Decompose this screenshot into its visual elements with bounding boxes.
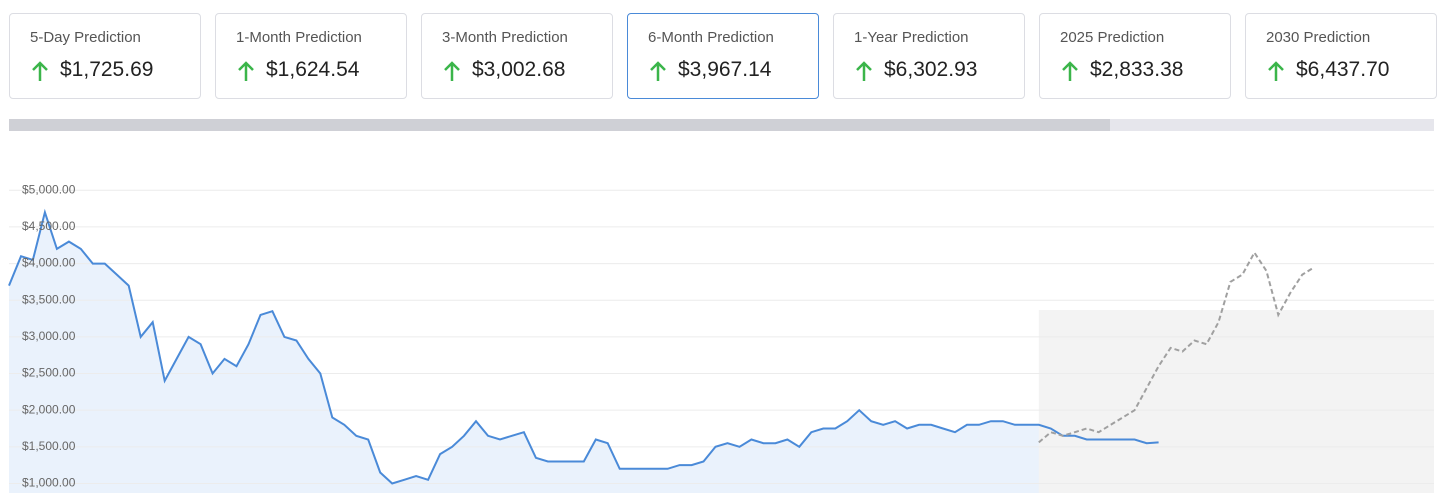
card-value: $6,437.70 xyxy=(1296,58,1390,81)
prediction-cards: 5-Day Prediction $1,725.69 1-Month Predict… xyxy=(9,13,1442,101)
prediction-card[interactable]: 2030 Prediction $6,437.70 xyxy=(1245,13,1437,99)
card-label: 2030 Prediction xyxy=(1266,29,1371,46)
y-tick-label: $3,500.00 xyxy=(22,292,76,306)
y-tick-label: $2,500.00 xyxy=(22,366,76,380)
up-arrow xyxy=(32,61,48,81)
up-arrow xyxy=(1268,61,1284,81)
y-tick-label: $5,000.00 xyxy=(22,182,76,196)
card-label: 5-Day Prediction xyxy=(30,29,141,46)
areas xyxy=(9,212,1434,493)
prediction-line xyxy=(1038,250,1315,444)
prediction-card[interactable]: 3-Month Prediction $3,002.68 xyxy=(421,13,613,99)
prediction-card[interactable]: 6-Month Prediction $3,967.14 xyxy=(627,13,819,99)
y-tick-label: $4,500.00 xyxy=(22,219,76,233)
card-value: $1,725.69 xyxy=(60,58,154,81)
y-tick-label: $1,000.00 xyxy=(22,476,76,490)
history-area xyxy=(9,212,1159,493)
card-value: $2,833.38 xyxy=(1090,58,1184,81)
up-arrow xyxy=(1062,61,1078,81)
prediction-card[interactable]: 1-Month Prediction $1,624.54 xyxy=(215,13,407,99)
card-label: 6-Month Prediction xyxy=(648,29,774,46)
card-label: 1-Year Prediction xyxy=(854,29,969,46)
chart: $1,000.00 $1,500.00 $2,000.00 $2,500.00 $3,0… xyxy=(8,182,1434,493)
card-value: $3,002.68 xyxy=(472,58,566,81)
prediction-card[interactable]: 1-Year Prediction $6,302.93 xyxy=(833,13,1025,99)
y-tick-label: $2,000.00 xyxy=(22,402,76,416)
price-line xyxy=(8,208,1159,485)
up-arrow xyxy=(444,61,460,81)
prediction-zone xyxy=(1038,310,1434,493)
prediction-card[interactable]: 2025 Prediction $2,833.38 xyxy=(1039,13,1231,99)
up-arrow xyxy=(650,61,666,81)
card-label: 1-Month Prediction xyxy=(236,29,362,46)
y-tick-label: $1,500.00 xyxy=(22,439,76,453)
card-value: $6,302.93 xyxy=(884,58,978,81)
scrollbar-thumb[interactable] xyxy=(9,119,1110,131)
card-label: 2025 Prediction xyxy=(1060,29,1165,46)
up-arrow xyxy=(238,61,254,81)
y-tick-label: $4,000.00 xyxy=(22,256,76,270)
up-arrow xyxy=(856,61,872,81)
card-value: $3,967.14 xyxy=(678,58,772,81)
scrollbar[interactable] xyxy=(9,119,1434,131)
prediction-card[interactable]: 5-Day Prediction $1,725.69 xyxy=(9,13,201,99)
y-tick-label: $3,000.00 xyxy=(22,329,76,343)
card-label: 3-Month Prediction xyxy=(442,29,568,46)
card-value: $1,624.54 xyxy=(266,58,360,81)
